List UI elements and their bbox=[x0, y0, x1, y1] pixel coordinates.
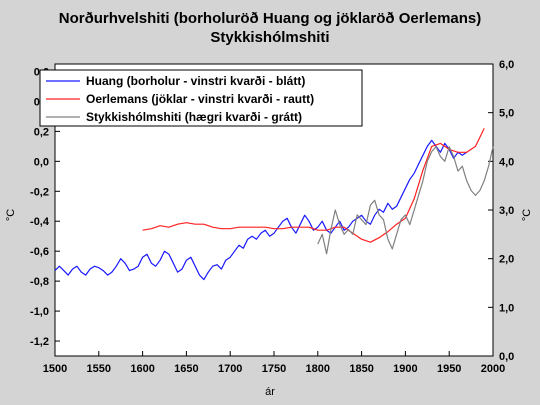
legend-label-oerlemans: Oerlemans (jöklar - vinstri kvarði - rau… bbox=[86, 92, 314, 106]
x-tick-label: 1900 bbox=[393, 363, 417, 375]
y-left-tick-label: -0,6 bbox=[30, 246, 49, 258]
x-axis-label: ár bbox=[265, 386, 275, 398]
chart-title-line2: Stykkishólmshiti bbox=[210, 29, 329, 46]
legend-label-huang: Huang (borholur - vinstri kvarði - blátt… bbox=[86, 74, 305, 88]
y-axis-left-label: °C bbox=[5, 209, 17, 221]
x-tick-label: 1600 bbox=[130, 363, 154, 375]
x-tick-label: 2000 bbox=[481, 363, 505, 375]
x-axis: 1500 1550 1600 1650 1700 1750 1800 1850 1900 1950… bbox=[43, 351, 505, 375]
y-right-tick-label: 6,0 bbox=[499, 59, 514, 71]
x-tick-label: 1550 bbox=[87, 363, 111, 375]
y-right-tick-label: 5,0 bbox=[499, 108, 514, 120]
x-tick-label: 1650 bbox=[174, 363, 198, 375]
chart-title-line1: Norðurhvelshiti (borholuröð Huang og jök… bbox=[59, 10, 482, 27]
y-right-tick-label: 4,0 bbox=[499, 156, 514, 168]
series-line-huang bbox=[54, 139, 468, 281]
y-right-tick-label: 1,0 bbox=[499, 302, 514, 314]
x-tick-label: 1500 bbox=[43, 363, 67, 375]
y-right-tick-label: 0,0 bbox=[499, 351, 514, 363]
y-left-tick-label: -0,2 bbox=[30, 186, 49, 198]
y-axis-right: 0,0 1,0 2,0 3,0 4,0 5,0 6,0 bbox=[488, 59, 514, 363]
y-left-tick-label: -0,4 bbox=[30, 216, 50, 228]
x-tick-label: 1700 bbox=[218, 363, 242, 375]
legend-label-stykkisholmur: Stykkishólmshiti (hægri kvarði - grátt) bbox=[86, 110, 302, 124]
legend: Huang (borholur - vinstri kvarði - blátt… bbox=[39, 69, 363, 127]
y-right-tick-label: 2,0 bbox=[499, 254, 514, 266]
y-left-tick-label: -1,2 bbox=[30, 336, 49, 348]
legend-box bbox=[39, 69, 363, 127]
y-left-tick-label: -0,8 bbox=[30, 276, 49, 288]
y-left-tick-label: -1,0 bbox=[30, 306, 49, 318]
y-left-tick-label: 0,0 bbox=[34, 156, 49, 168]
x-tick-label: 1850 bbox=[349, 363, 373, 375]
x-tick-label: 1750 bbox=[262, 363, 286, 375]
y-axis-right-label: °C bbox=[521, 209, 533, 221]
series-line-oerlemans bbox=[142, 128, 485, 243]
x-tick-label: 1950 bbox=[437, 363, 461, 375]
y-right-tick-label: 3,0 bbox=[499, 205, 514, 217]
series-lines bbox=[54, 128, 494, 281]
x-tick-label: 1800 bbox=[306, 363, 330, 375]
y-left-tick-label: 0,2 bbox=[34, 126, 49, 138]
series-line-stykkisholmur bbox=[317, 146, 494, 255]
